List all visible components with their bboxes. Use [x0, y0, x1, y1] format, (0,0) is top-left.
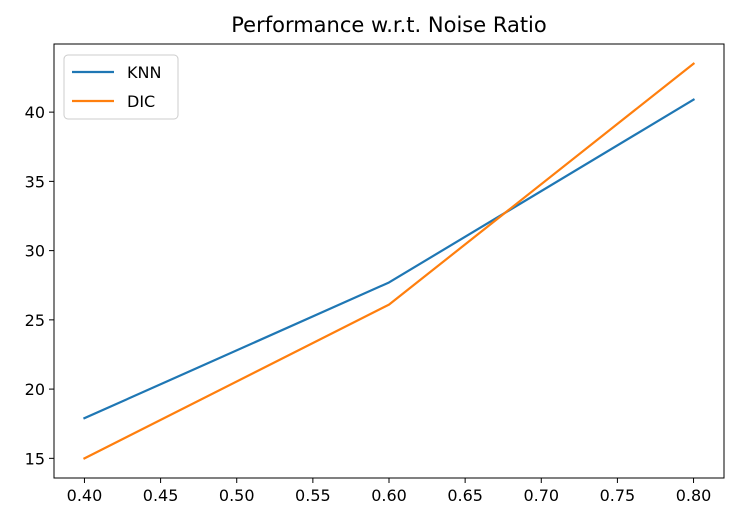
series-line-knn: [82, 98, 696, 420]
y-tick-label: 40: [25, 103, 45, 122]
y-tick-label: 35: [25, 172, 45, 191]
x-tick-label: 0.45: [143, 486, 179, 505]
x-tick-label: 0.40: [67, 486, 103, 505]
chart-title: Performance w.r.t. Noise Ratio: [231, 13, 546, 37]
y-axis: 15 20 25 30 35 40: [25, 103, 54, 468]
x-axis: 0.40 0.45 0.50 0.55 0.60 0.65 0.70 0.75 0.80: [67, 478, 712, 505]
legend: KNN DIC: [63, 54, 179, 120]
legend-label-knn: KNN: [127, 63, 161, 82]
legend-label-dic: DIC: [127, 92, 155, 111]
x-tick-label: 0.65: [447, 486, 483, 505]
y-tick-label: 20: [25, 380, 45, 399]
x-tick-label: 0.50: [219, 486, 255, 505]
x-tick-label: 0.80: [676, 486, 712, 505]
series-line-dic: [82, 62, 696, 460]
y-tick-label: 30: [25, 242, 45, 261]
plot-lines: [82, 62, 696, 460]
x-tick-label: 0.75: [600, 486, 636, 505]
x-tick-label: 0.55: [295, 486, 331, 505]
y-tick-label: 15: [25, 449, 45, 468]
y-tick-label: 25: [25, 311, 45, 330]
x-tick-label: 0.60: [371, 486, 407, 505]
x-tick-label: 0.70: [523, 486, 559, 505]
